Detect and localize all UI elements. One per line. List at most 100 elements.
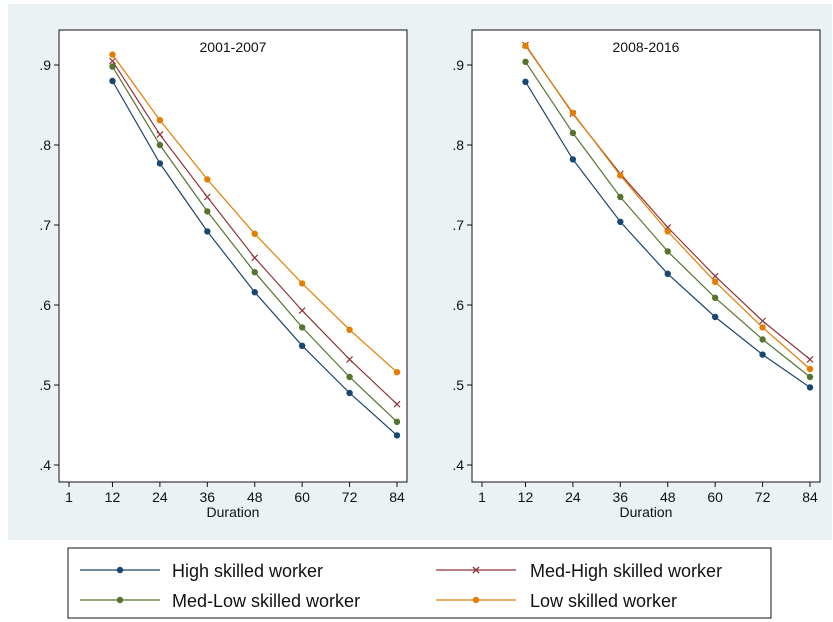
x-axis-title-left: Duration xyxy=(207,504,260,520)
x-tick-label-right: 84 xyxy=(802,489,818,505)
x-tick-label-right: 36 xyxy=(613,489,629,505)
x-tick-label-left: 48 xyxy=(247,489,263,505)
data-point-med-low-skilled-worker xyxy=(711,294,719,301)
y-tick-label-left: .5 xyxy=(39,377,51,393)
data-point-low-skilled-worker xyxy=(204,176,211,183)
x-tick-label-left: 72 xyxy=(342,489,358,505)
x-axis-title-right: Duration xyxy=(620,504,673,520)
data-point-high-skilled-worker xyxy=(569,156,577,163)
data-point-med-low-skilled-worker xyxy=(569,129,577,137)
x-tick-label-left: 84 xyxy=(389,489,405,505)
data-point-med-high-skilled-worker xyxy=(251,254,259,262)
data-point-high-skilled-worker xyxy=(109,77,116,85)
data-point-low-skilled-worker xyxy=(109,51,116,58)
data-point-low-skilled-worker xyxy=(617,172,624,179)
legend-label-high: High skilled worker xyxy=(172,561,323,581)
data-point-high-skilled-worker xyxy=(204,228,211,235)
data-point-high-skilled-worker xyxy=(711,313,719,321)
data-point-high-skilled-worker xyxy=(522,78,529,86)
x-tick-label-left: 12 xyxy=(105,489,121,505)
x-tick-label-left: 24 xyxy=(152,489,168,505)
y-tick-label-right: .7 xyxy=(452,217,464,233)
y-tick-label-left: .4 xyxy=(39,457,51,473)
data-point-med-low-skilled-worker xyxy=(204,208,211,215)
x-tick-label-right: 72 xyxy=(755,489,771,505)
legend-item-low: Low skilled worker xyxy=(436,591,677,611)
y-tick-label-left: .7 xyxy=(39,217,51,233)
legend-item-med-low: Med-Low skilled worker xyxy=(80,591,360,611)
legend-marker-high xyxy=(116,566,124,574)
plot-area-right xyxy=(471,29,821,483)
x-tick-label-right: 60 xyxy=(707,489,723,505)
data-point-high-skilled-worker xyxy=(156,160,164,167)
y-tick-label-right: .4 xyxy=(452,457,464,473)
data-point-low-skilled-worker xyxy=(569,109,577,117)
data-point-med-low-skilled-worker xyxy=(759,336,766,343)
x-axis-left: 1 12 24 36 48 60 72 84 xyxy=(65,482,405,505)
series-group-right xyxy=(522,41,814,391)
data-point-med-low-skilled-worker xyxy=(346,373,353,381)
legend-item-high: High skilled worker xyxy=(80,561,323,581)
data-point-med-high-skilled-worker xyxy=(203,193,211,201)
data-point-med-high-skilled-worker xyxy=(393,400,401,408)
data-point-med-high-skilled-worker xyxy=(806,355,814,363)
panel-left: 2001-2007 .4 .5 .6 .7 .8 .9 1 12 24 36 48 60 72 84 D… xyxy=(39,29,408,520)
data-point-low-skilled-worker xyxy=(664,228,671,235)
x-tick-label-left: 36 xyxy=(200,489,216,505)
x-tick-label-right: 1 xyxy=(478,489,486,505)
data-point-high-skilled-worker xyxy=(393,432,401,439)
data-point-low-skilled-worker xyxy=(346,326,353,333)
data-point-high-skilled-worker xyxy=(806,384,814,391)
y-tick-label-left: .9 xyxy=(39,57,51,73)
data-point-med-low-skilled-worker xyxy=(251,269,258,276)
data-point-med-high-skilled-worker xyxy=(346,355,354,363)
data-point-med-low-skilled-worker xyxy=(522,58,529,65)
data-point-med-low-skilled-worker xyxy=(298,324,306,331)
data-point-low-skilled-worker xyxy=(806,365,814,373)
data-point-low-skilled-worker xyxy=(759,324,766,331)
legend-marker-med-low xyxy=(116,596,124,604)
series-group-left xyxy=(109,51,401,439)
y-axis-left: .4 .5 .6 .7 .8 .9 xyxy=(39,57,59,473)
y-tick-label-left: .8 xyxy=(39,137,51,153)
data-point-high-skilled-worker xyxy=(346,389,353,397)
legend-label-med-high: Med-High skilled worker xyxy=(530,561,722,581)
data-point-low-skilled-worker xyxy=(711,278,719,285)
panel-title-left: 2001-2007 xyxy=(200,39,267,55)
data-point-high-skilled-worker xyxy=(251,289,258,296)
data-point-low-skilled-worker xyxy=(298,280,306,287)
data-point-med-low-skilled-worker xyxy=(156,141,164,149)
y-axis-right: .4 .5 .6 .7 .8 .9 xyxy=(452,57,472,473)
data-point-med-low-skilled-worker xyxy=(393,418,401,425)
plot-area-left xyxy=(58,29,408,483)
legend-box xyxy=(67,547,772,619)
panel-right: 2008-2016 .4 .5 .6 .7 .8 .9 1 12 24 36 48 60 72 84 D… xyxy=(452,29,821,520)
data-point-med-high-skilled-worker xyxy=(109,57,116,65)
data-point-low-skilled-worker xyxy=(251,230,258,237)
data-point-med-low-skilled-worker xyxy=(806,373,814,381)
data-point-med-low-skilled-worker xyxy=(109,63,116,70)
x-tick-label-left: 1 xyxy=(65,489,73,505)
data-point-high-skilled-worker xyxy=(298,342,306,349)
data-point-low-skilled-worker xyxy=(393,369,401,376)
data-point-high-skilled-worker xyxy=(664,270,671,277)
data-point-low-skilled-worker xyxy=(156,117,164,124)
data-point-med-low-skilled-worker xyxy=(617,193,624,201)
legend: High skilled worker Med-High skilled wor… xyxy=(67,547,772,619)
x-tick-label-right: 48 xyxy=(660,489,676,505)
legend-label-med-low: Med-Low skilled worker xyxy=(172,591,360,611)
data-point-med-high-skilled-worker xyxy=(298,307,306,315)
legend-marker-med-high xyxy=(472,566,480,574)
y-tick-label-right: .5 xyxy=(452,377,464,393)
legend-item-med-high: Med-High skilled worker xyxy=(436,561,722,581)
x-axis-right: 1 12 24 36 48 60 72 84 xyxy=(478,482,818,505)
data-point-med-high-skilled-worker xyxy=(711,272,719,280)
y-tick-label-right: .9 xyxy=(452,57,464,73)
x-tick-label-left: 60 xyxy=(294,489,310,505)
legend-label-low: Low skilled worker xyxy=(530,591,677,611)
x-tick-label-right: 24 xyxy=(565,489,581,505)
y-tick-label-left: .6 xyxy=(39,297,51,313)
panel-title-right: 2008-2016 xyxy=(613,39,680,55)
legend-marker-low xyxy=(472,596,480,604)
